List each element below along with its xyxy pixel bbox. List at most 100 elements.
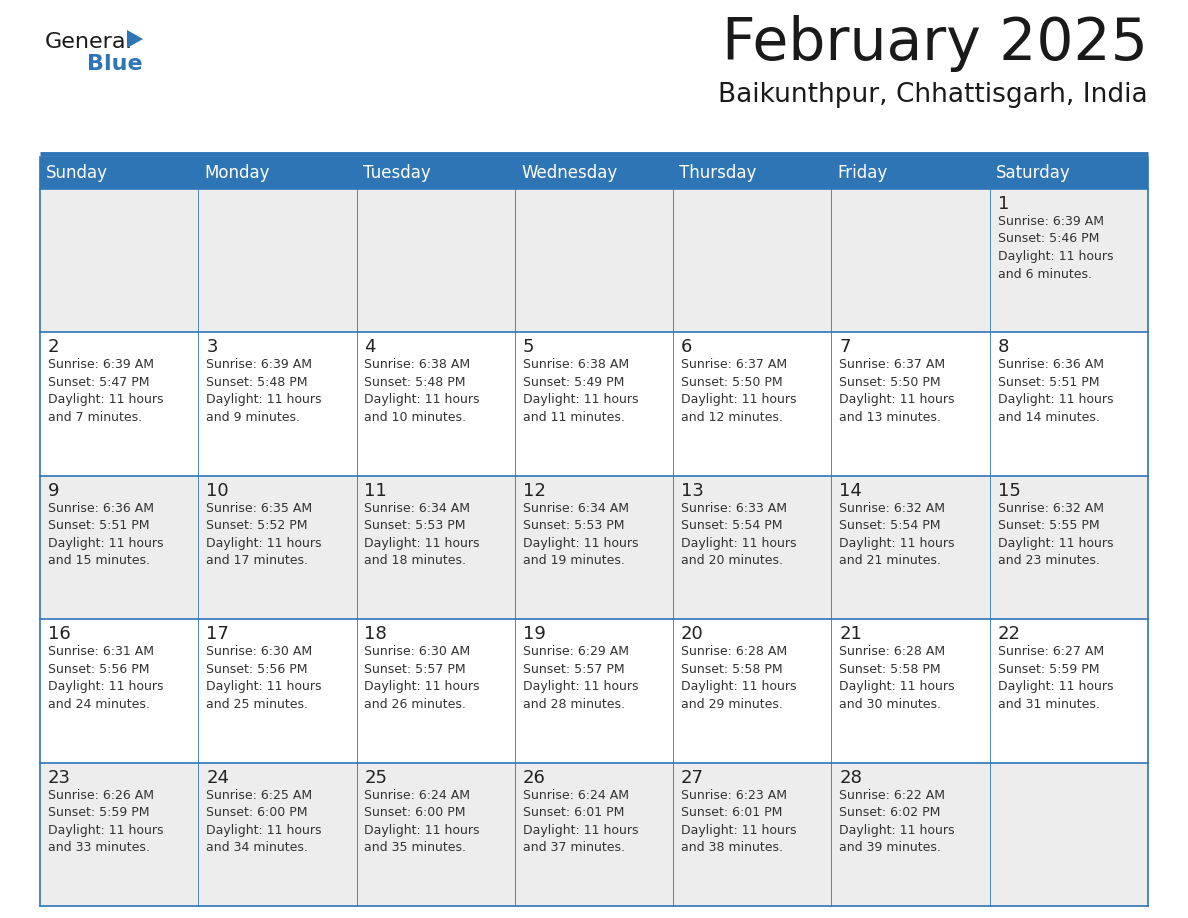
Text: Sunrise: 6:34 AM: Sunrise: 6:34 AM <box>365 502 470 515</box>
Text: Sunset: 6:01 PM: Sunset: 6:01 PM <box>681 806 783 819</box>
Text: Sunrise: 6:23 AM: Sunrise: 6:23 AM <box>681 789 788 801</box>
Text: and 7 minutes.: and 7 minutes. <box>48 411 143 424</box>
Text: Sunset: 6:00 PM: Sunset: 6:00 PM <box>207 806 308 819</box>
Text: and 19 minutes.: and 19 minutes. <box>523 554 625 567</box>
Text: Sunrise: 6:28 AM: Sunrise: 6:28 AM <box>681 645 788 658</box>
Text: and 30 minutes.: and 30 minutes. <box>840 698 941 711</box>
Text: Daylight: 11 hours: Daylight: 11 hours <box>207 823 322 836</box>
Text: Sunset: 5:55 PM: Sunset: 5:55 PM <box>998 520 1099 532</box>
Text: Daylight: 11 hours: Daylight: 11 hours <box>681 680 797 693</box>
Text: Tuesday: Tuesday <box>362 164 431 182</box>
Text: Sunrise: 6:33 AM: Sunrise: 6:33 AM <box>681 502 788 515</box>
Text: Sunrise: 6:24 AM: Sunrise: 6:24 AM <box>365 789 470 801</box>
Text: Sunset: 5:46 PM: Sunset: 5:46 PM <box>998 232 1099 245</box>
Text: and 29 minutes.: and 29 minutes. <box>681 698 783 711</box>
Text: Daylight: 11 hours: Daylight: 11 hours <box>207 537 322 550</box>
Text: and 31 minutes.: and 31 minutes. <box>998 698 1100 711</box>
Text: 1: 1 <box>998 195 1009 213</box>
Text: Sunset: 5:54 PM: Sunset: 5:54 PM <box>681 520 783 532</box>
Text: Daylight: 11 hours: Daylight: 11 hours <box>681 823 797 836</box>
Text: 10: 10 <box>207 482 229 499</box>
Text: Sunset: 5:56 PM: Sunset: 5:56 PM <box>48 663 150 676</box>
Text: Sunset: 5:51 PM: Sunset: 5:51 PM <box>48 520 150 532</box>
Text: and 25 minutes.: and 25 minutes. <box>207 698 308 711</box>
Text: 28: 28 <box>840 768 862 787</box>
Text: Sunrise: 6:31 AM: Sunrise: 6:31 AM <box>48 645 154 658</box>
Text: 9: 9 <box>48 482 59 499</box>
Text: and 39 minutes.: and 39 minutes. <box>840 841 941 854</box>
Text: Sunrise: 6:25 AM: Sunrise: 6:25 AM <box>207 789 312 801</box>
Text: and 26 minutes.: and 26 minutes. <box>365 698 467 711</box>
Text: Sunrise: 6:36 AM: Sunrise: 6:36 AM <box>48 502 154 515</box>
Text: Saturday: Saturday <box>996 164 1070 182</box>
Bar <box>40 157 1148 189</box>
Text: Sunrise: 6:38 AM: Sunrise: 6:38 AM <box>523 358 628 372</box>
Text: 23: 23 <box>48 768 71 787</box>
Text: 25: 25 <box>365 768 387 787</box>
Text: Sunrise: 6:26 AM: Sunrise: 6:26 AM <box>48 789 154 801</box>
Text: Sunset: 5:57 PM: Sunset: 5:57 PM <box>523 663 625 676</box>
Text: Sunset: 5:48 PM: Sunset: 5:48 PM <box>207 375 308 389</box>
Text: Daylight: 11 hours: Daylight: 11 hours <box>523 823 638 836</box>
Text: Daylight: 11 hours: Daylight: 11 hours <box>365 680 480 693</box>
Text: 5: 5 <box>523 339 535 356</box>
Text: Sunrise: 6:27 AM: Sunrise: 6:27 AM <box>998 645 1104 658</box>
Text: 11: 11 <box>365 482 387 499</box>
Text: Sunset: 5:59 PM: Sunset: 5:59 PM <box>48 806 150 819</box>
Text: Daylight: 11 hours: Daylight: 11 hours <box>207 394 322 407</box>
Text: Sunset: 5:53 PM: Sunset: 5:53 PM <box>523 520 624 532</box>
Text: and 15 minutes.: and 15 minutes. <box>48 554 150 567</box>
Text: 24: 24 <box>207 768 229 787</box>
Text: Sunrise: 6:29 AM: Sunrise: 6:29 AM <box>523 645 628 658</box>
Text: 7: 7 <box>840 339 851 356</box>
Text: 16: 16 <box>48 625 70 644</box>
Text: Monday: Monday <box>204 164 270 182</box>
Text: Sunrise: 6:37 AM: Sunrise: 6:37 AM <box>681 358 788 372</box>
Text: Daylight: 11 hours: Daylight: 11 hours <box>840 537 955 550</box>
Text: 13: 13 <box>681 482 704 499</box>
Text: Daylight: 11 hours: Daylight: 11 hours <box>998 537 1113 550</box>
Text: Sunrise: 6:34 AM: Sunrise: 6:34 AM <box>523 502 628 515</box>
Text: Daylight: 11 hours: Daylight: 11 hours <box>48 823 164 836</box>
Text: Sunrise: 6:30 AM: Sunrise: 6:30 AM <box>365 645 470 658</box>
Text: 8: 8 <box>998 339 1009 356</box>
Text: Sunset: 5:52 PM: Sunset: 5:52 PM <box>207 520 308 532</box>
Text: and 6 minutes.: and 6 minutes. <box>998 267 1092 281</box>
Text: 26: 26 <box>523 768 545 787</box>
Text: 21: 21 <box>840 625 862 644</box>
Text: Sunset: 5:57 PM: Sunset: 5:57 PM <box>365 663 466 676</box>
Text: Sunrise: 6:37 AM: Sunrise: 6:37 AM <box>840 358 946 372</box>
Bar <box>40 332 1148 476</box>
Text: and 11 minutes.: and 11 minutes. <box>523 411 625 424</box>
Bar <box>40 189 1148 332</box>
Text: and 13 minutes.: and 13 minutes. <box>840 411 941 424</box>
Text: Sunset: 5:58 PM: Sunset: 5:58 PM <box>681 663 783 676</box>
Text: 15: 15 <box>998 482 1020 499</box>
Text: 14: 14 <box>840 482 862 499</box>
Text: and 12 minutes.: and 12 minutes. <box>681 411 783 424</box>
Text: General: General <box>45 32 133 52</box>
Text: Daylight: 11 hours: Daylight: 11 hours <box>48 680 164 693</box>
Text: Sunrise: 6:32 AM: Sunrise: 6:32 AM <box>840 502 946 515</box>
Text: and 10 minutes.: and 10 minutes. <box>365 411 467 424</box>
Text: and 38 minutes.: and 38 minutes. <box>681 841 783 854</box>
Text: Daylight: 11 hours: Daylight: 11 hours <box>840 680 955 693</box>
Text: Sunrise: 6:39 AM: Sunrise: 6:39 AM <box>207 358 312 372</box>
Text: Sunrise: 6:36 AM: Sunrise: 6:36 AM <box>998 358 1104 372</box>
Text: Sunset: 5:49 PM: Sunset: 5:49 PM <box>523 375 624 389</box>
Text: Sunset: 6:02 PM: Sunset: 6:02 PM <box>840 806 941 819</box>
Text: Daylight: 11 hours: Daylight: 11 hours <box>681 394 797 407</box>
Text: and 9 minutes.: and 9 minutes. <box>207 411 301 424</box>
Text: 19: 19 <box>523 625 545 644</box>
Text: 3: 3 <box>207 339 217 356</box>
Text: Daylight: 11 hours: Daylight: 11 hours <box>365 394 480 407</box>
Bar <box>40 620 1148 763</box>
Text: Sunrise: 6:35 AM: Sunrise: 6:35 AM <box>207 502 312 515</box>
Text: Sunrise: 6:22 AM: Sunrise: 6:22 AM <box>840 789 946 801</box>
Text: Sunday: Sunday <box>46 164 108 182</box>
Text: Daylight: 11 hours: Daylight: 11 hours <box>998 250 1113 263</box>
Text: Sunrise: 6:24 AM: Sunrise: 6:24 AM <box>523 789 628 801</box>
Text: and 24 minutes.: and 24 minutes. <box>48 698 150 711</box>
Text: Friday: Friday <box>838 164 887 182</box>
Text: Sunset: 5:51 PM: Sunset: 5:51 PM <box>998 375 1099 389</box>
